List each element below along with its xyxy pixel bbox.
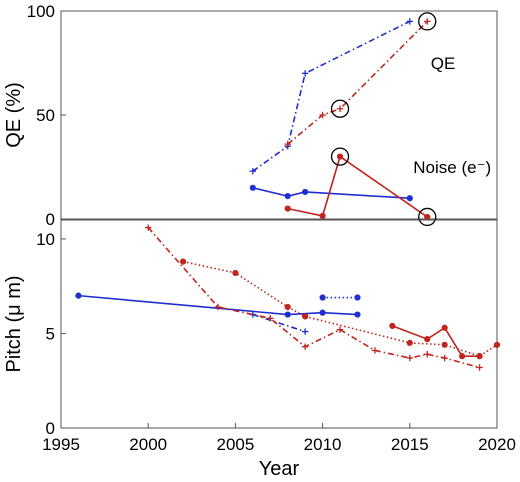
x-tick-label: 2005 (216, 435, 254, 454)
bottom-data-point (319, 309, 326, 316)
highlight-circle (330, 99, 350, 118)
highlight-circle (418, 12, 437, 31)
bottom-data-point (476, 364, 483, 371)
x-axis-label: Year (259, 458, 300, 480)
bottom-data-point (389, 322, 396, 329)
bottom-series-line (252, 313, 306, 333)
top-data-point (301, 70, 309, 77)
bottom-y-tick-label: 10 (36, 230, 55, 249)
top-data-point (319, 212, 326, 219)
bottom-y-tick-label: 0 (46, 419, 55, 438)
bottom-axes-frame (60, 219, 498, 429)
x-ticks: 1995 2000 2005 2010 2015 2020 (42, 423, 516, 454)
x-tick-label: 2000 (129, 435, 167, 454)
bottom-data-point (301, 328, 309, 335)
top-y-tick-label: 100 (27, 2, 55, 21)
x-tick-label: 2015 (391, 435, 429, 454)
x-tick-label: 2020 (478, 435, 516, 454)
top-data-point (302, 188, 309, 196)
top-y-tick-label: 0 (46, 210, 55, 229)
bottom-data-point (406, 354, 413, 362)
qe-noise-panel: 0 50 100 QE (%) QE Noise (e⁻) (3, 2, 498, 229)
bottom-data-point (267, 315, 274, 322)
top-axes-frame (60, 10, 498, 220)
top-data-point (406, 18, 413, 25)
bottom-data-point (145, 224, 152, 231)
bottom-data-point (371, 347, 379, 354)
top-y-ticks: 0 50 100 (27, 2, 66, 229)
bottom-series-line (147, 227, 480, 369)
top-series-line (252, 20, 411, 172)
top-y-axis-label: QE (%) (3, 82, 25, 148)
top-data-point (424, 18, 431, 25)
pitch-panel: 0 5 10 1995 2000 2005 2010 2015 2020 Pitch (μ m… (3, 219, 516, 480)
bottom-data-point (179, 258, 187, 265)
highlight-circle (330, 147, 350, 166)
bottom-data-point (232, 269, 239, 277)
top-data-point (336, 153, 344, 160)
top-data-point (424, 213, 431, 221)
bottom-data-point (301, 343, 309, 350)
bottom-data-point (441, 324, 448, 331)
bottom-y-ticks: 0 5 10 (36, 230, 66, 438)
x-tick-label: 1995 (42, 435, 80, 454)
qe-annotation: QE (431, 54, 456, 73)
bottom-data-point (406, 339, 413, 347)
top-series-line (287, 155, 428, 218)
top-series-group (249, 18, 431, 221)
bottom-data-point (459, 353, 466, 360)
top-y-tick-label: 50 (36, 106, 55, 125)
bottom-y-axis-label: Pitch (μ m) (3, 275, 25, 372)
top-data-point (319, 111, 326, 119)
top-data-point (284, 140, 291, 148)
bottom-data-point (75, 292, 82, 299)
highlight-circle (418, 207, 437, 227)
x-tick-label: 2010 (304, 435, 342, 454)
noise-annotation: Noise (e⁻) (413, 158, 491, 177)
bottom-data-point (214, 303, 222, 311)
top-data-point (406, 195, 413, 202)
bottom-data-point (302, 313, 309, 320)
bottom-data-point (441, 354, 448, 362)
bottom-data-point (424, 351, 431, 358)
bottom-data-point (319, 294, 326, 301)
bottom-data-point (284, 303, 291, 311)
bottom-series-line (182, 260, 498, 358)
bottom-data-point (493, 341, 501, 348)
highlight-circles (330, 12, 437, 227)
bottom-series-group (75, 224, 501, 371)
top-data-point (336, 105, 344, 112)
bottom-data-point (284, 311, 291, 318)
bottom-data-point (441, 341, 448, 348)
top-series-line (252, 187, 410, 199)
bottom-y-tick-label: 5 (46, 324, 55, 343)
top-data-point (249, 167, 257, 175)
bottom-data-point (476, 353, 483, 360)
top-data-point (249, 184, 256, 191)
bottom-data-point (354, 294, 361, 301)
bottom-data-point (424, 336, 431, 343)
top-series-line (287, 20, 428, 145)
bottom-data-point (336, 326, 344, 333)
top-data-point (284, 193, 291, 200)
top-data-point (284, 205, 291, 212)
bottom-data-point (354, 311, 361, 318)
